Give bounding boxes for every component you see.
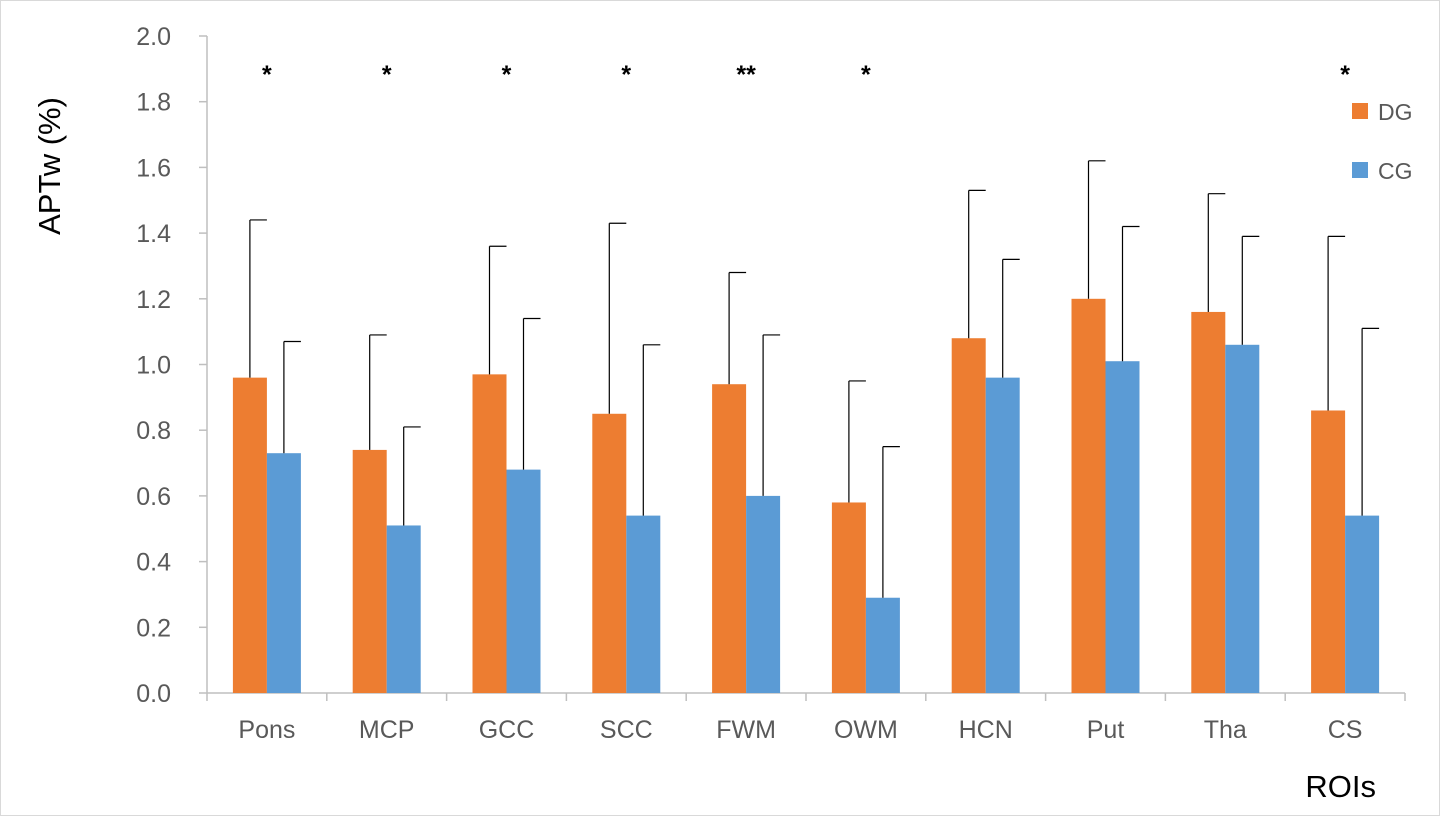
y-tick-label: 1.2 bbox=[136, 286, 171, 314]
x-tick-label: Put bbox=[1087, 716, 1125, 744]
y-tick-label: 0.0 bbox=[136, 680, 171, 708]
y-tick-label: 0.2 bbox=[136, 614, 171, 642]
bar-CG-GCC bbox=[506, 469, 541, 693]
x-tick-label: Pons bbox=[238, 716, 295, 744]
y-axis-label: APTw (%) bbox=[32, 97, 67, 235]
y-tick-label: 0.4 bbox=[136, 549, 171, 577]
y-tick-label: 1.8 bbox=[136, 89, 171, 117]
x-tick-label: OWM bbox=[834, 716, 898, 744]
bar-CG-SCC bbox=[626, 515, 661, 693]
bar-CG-FWM bbox=[746, 495, 781, 693]
labels: 0.0 0.2 0.4 0.6 0.8 1.0 1.2 1.4 1.6 1.8 2.0 Pons * MC… bbox=[136, 23, 1362, 744]
bar-CG-HCN bbox=[985, 377, 1020, 693]
bar-DG-Tha bbox=[1191, 311, 1226, 693]
legend: DG CG bbox=[1352, 99, 1413, 184]
significance-marker: * bbox=[502, 61, 512, 89]
bar-CG-MCP bbox=[386, 525, 421, 693]
y-tick-label: 1.4 bbox=[136, 220, 171, 248]
significance-marker: * bbox=[262, 61, 272, 89]
significance-marker: * bbox=[861, 61, 871, 89]
x-tick-label: HCN bbox=[959, 716, 1013, 744]
significance-marker: ** bbox=[736, 61, 756, 89]
bar-DG-HCN bbox=[951, 338, 986, 693]
bar-CG-Tha bbox=[1225, 344, 1260, 693]
bar-DG-SCC bbox=[592, 413, 627, 693]
bar-DG-MCP bbox=[352, 449, 387, 693]
x-tick-label: MCP bbox=[359, 716, 415, 744]
y-tick-label: 1.0 bbox=[136, 352, 171, 380]
bar-DG-GCC bbox=[472, 374, 507, 693]
x-tick-label: CS bbox=[1328, 716, 1363, 744]
bar-CG-Put bbox=[1105, 361, 1140, 693]
y-tick-label: 0.8 bbox=[136, 417, 171, 445]
bar-DG-CS bbox=[1311, 410, 1346, 693]
significance-marker: * bbox=[1340, 61, 1350, 89]
y-tick-label: 1.6 bbox=[136, 154, 171, 182]
legend-swatch-CG bbox=[1352, 162, 1368, 178]
significance-marker: * bbox=[382, 61, 392, 89]
x-tick-label: Tha bbox=[1204, 716, 1247, 744]
bar-DG-FWM bbox=[712, 384, 747, 693]
significance-marker: * bbox=[621, 61, 631, 89]
y-tick-label: 0.6 bbox=[136, 483, 171, 511]
error-bars bbox=[249, 160, 1380, 598]
y-tick-label: 2.0 bbox=[136, 23, 171, 51]
bar-CG-Pons bbox=[266, 453, 301, 693]
bar-CG-OWM bbox=[865, 597, 900, 693]
bars bbox=[232, 298, 1380, 693]
bar-DG-OWM bbox=[831, 502, 866, 693]
x-tick-label: FWM bbox=[716, 716, 776, 744]
legend-swatch-DG bbox=[1352, 103, 1368, 119]
bar-DG-Pons bbox=[232, 377, 267, 693]
legend-label-CG: CG bbox=[1378, 158, 1413, 184]
x-tick-label: GCC bbox=[479, 716, 535, 744]
x-tick-label: SCC bbox=[600, 716, 653, 744]
bar-DG-Put bbox=[1071, 298, 1106, 693]
bar-CG-CS bbox=[1345, 515, 1380, 693]
x-axis-label: ROIs bbox=[1305, 769, 1376, 804]
legend-label-DG: DG bbox=[1378, 99, 1413, 125]
